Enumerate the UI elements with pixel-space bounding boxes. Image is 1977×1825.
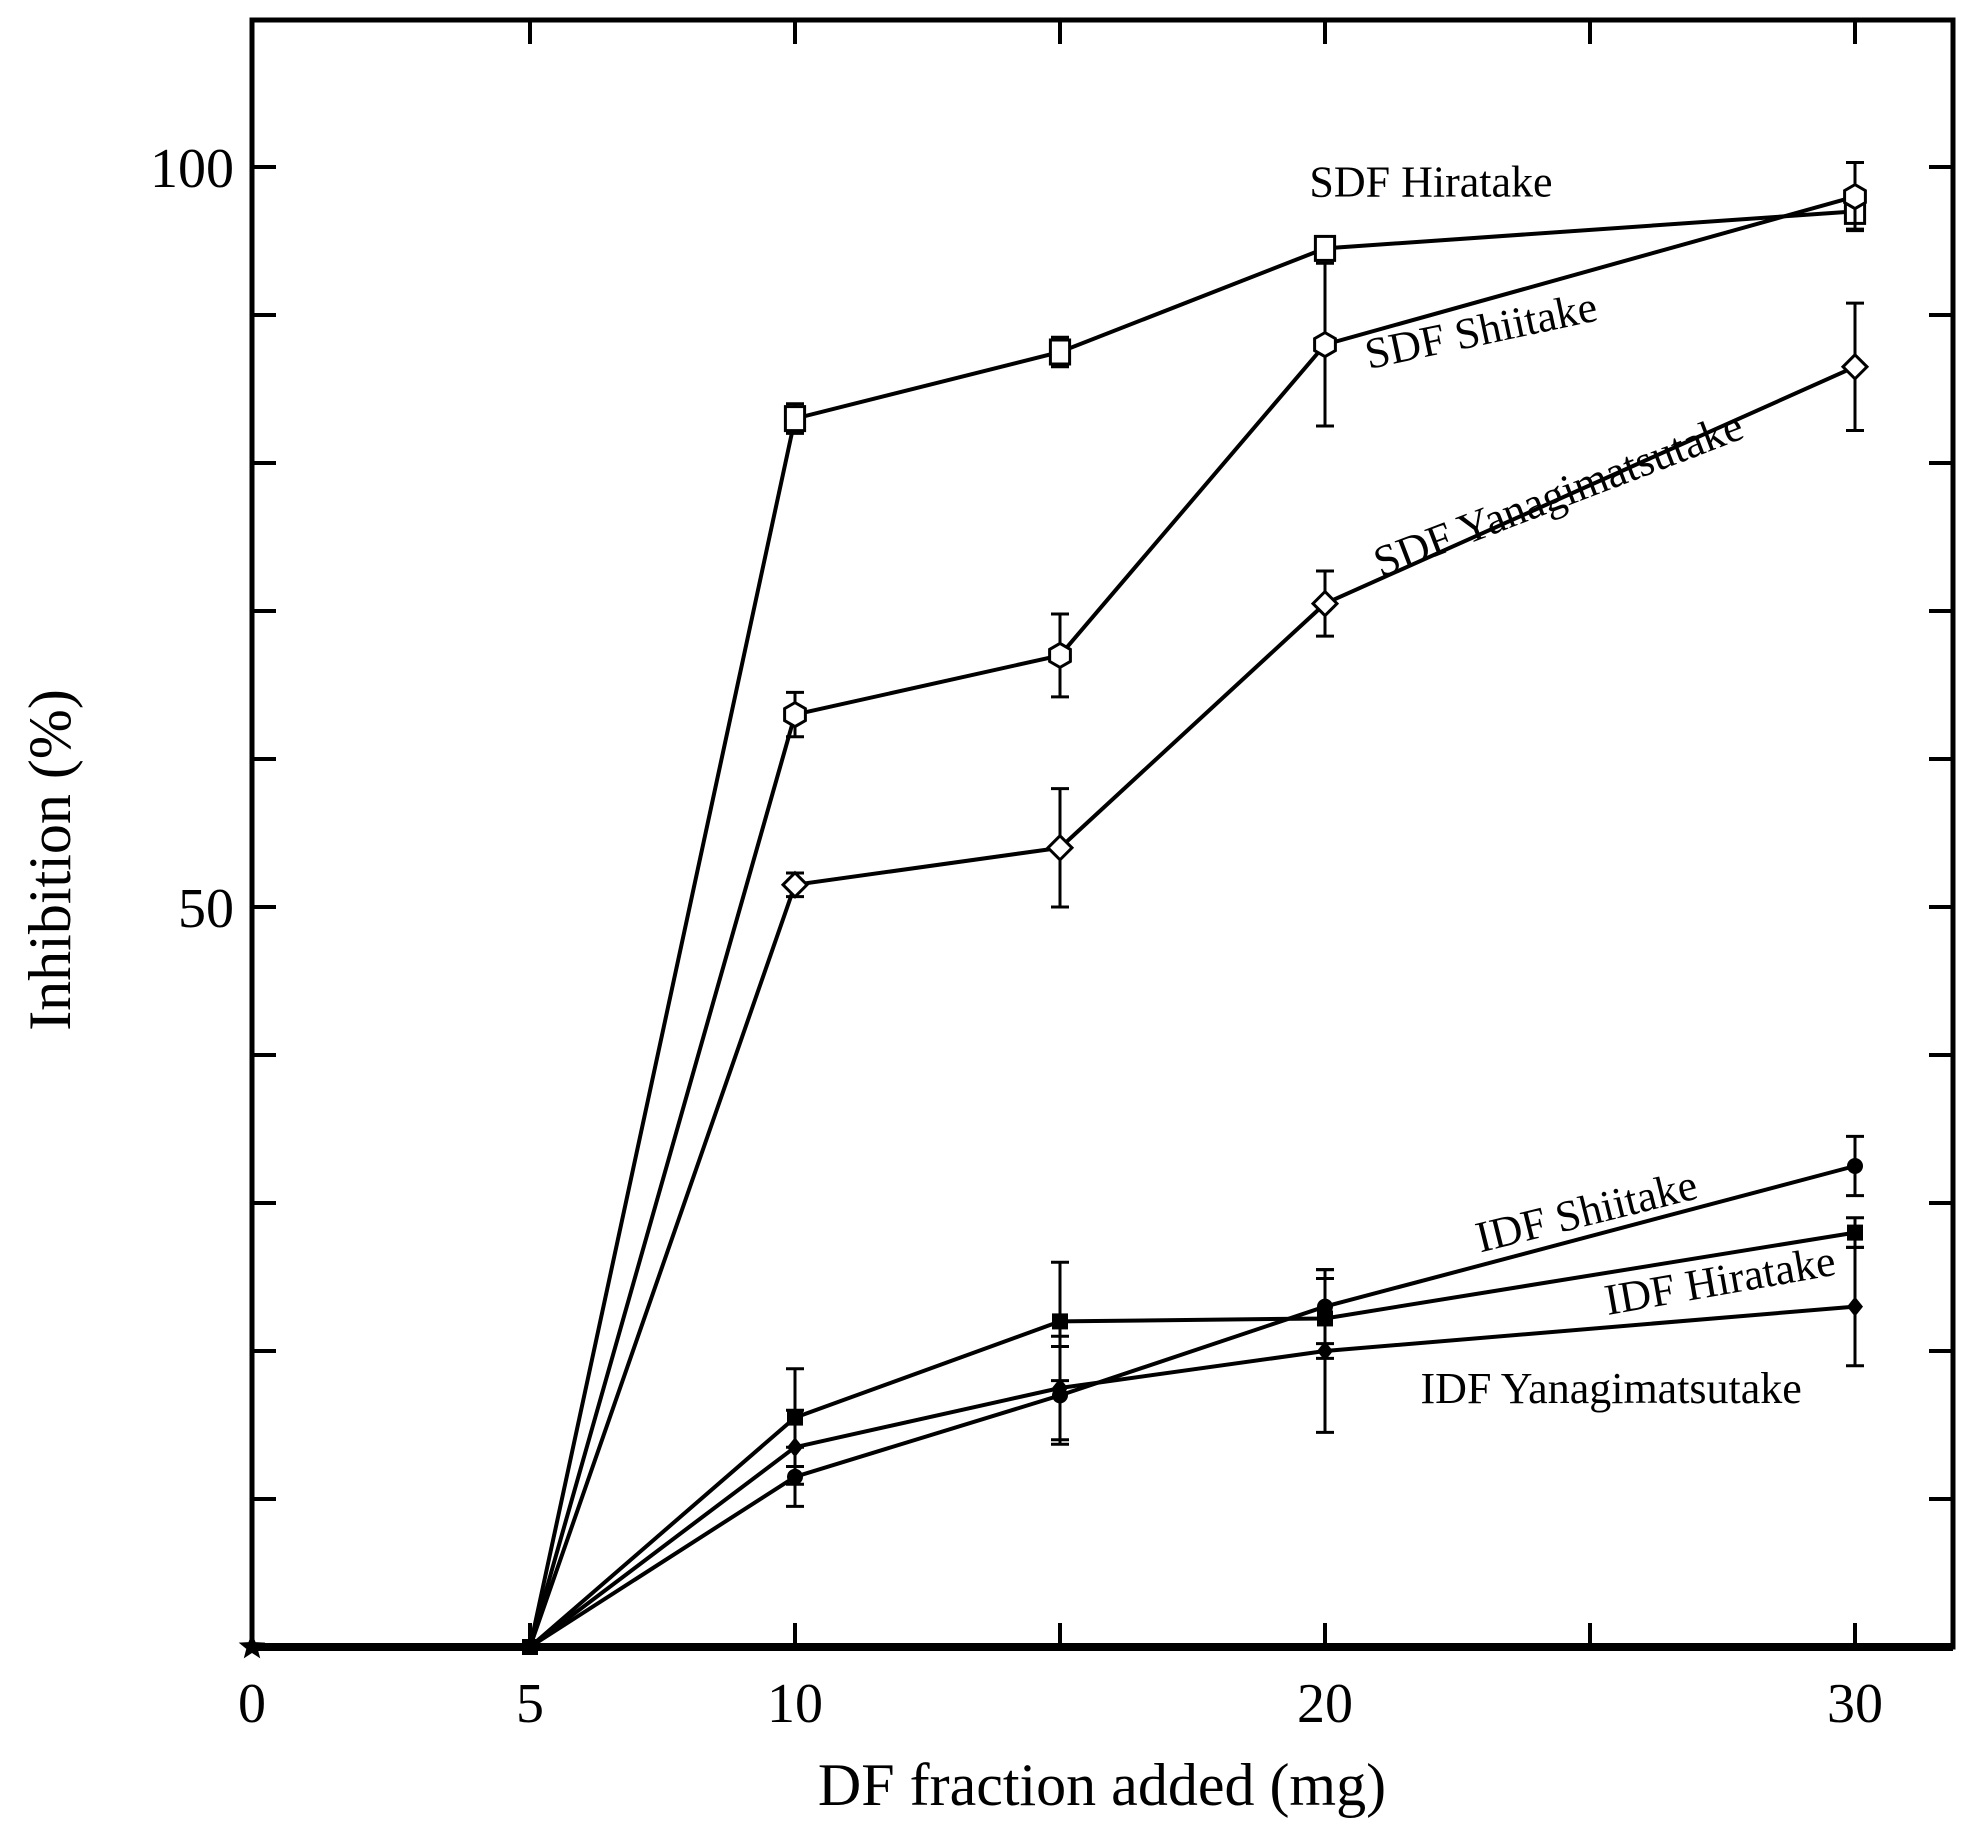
x-tick-label: 0: [238, 1673, 266, 1735]
diamond-filled-marker: [787, 1437, 803, 1458]
y-axis-title: Inhibition (%): [17, 689, 83, 1031]
hexagon-open-marker: [1313, 330, 1337, 359]
series-annotation: SDF Yanagimatsutake: [1367, 401, 1750, 587]
square-open-marker: [783, 405, 807, 433]
square-open-marker: [1048, 338, 1072, 366]
y-tick-label: 50: [178, 878, 234, 940]
axis-ticks: 0 5 10 20 30 50 100: [150, 20, 1953, 1735]
series-annotation: IDF Shiitake: [1471, 1160, 1702, 1262]
x-tick-label: 10: [767, 1673, 823, 1735]
hexagon-open-marker: [783, 700, 807, 729]
diamond-open-marker: [1840, 352, 1870, 381]
series-line: [528, 364, 1856, 1648]
square-filled-marker: [1847, 1224, 1863, 1241]
diamond-filled-marker: [1847, 1296, 1863, 1317]
x-axis-title: DF fraction added (mg): [818, 1752, 1386, 1818]
circle-filled-marker: [1847, 1158, 1863, 1174]
series-2: [522, 301, 1870, 1655]
x-tick-label: 5: [516, 1673, 544, 1735]
diamond-filled-marker: [1317, 1341, 1333, 1361]
x-tick-label: 20: [1297, 1673, 1353, 1735]
series-annotation: SDF Shiitake: [1361, 282, 1602, 379]
series-annotation: IDF Yanagimatsutake: [1421, 1364, 1802, 1413]
diamond-filled-marker: [1052, 1378, 1068, 1398]
hexagon-open-marker: [1843, 182, 1867, 211]
series-1: [522, 161, 1867, 1655]
square-filled-marker: [1052, 1313, 1068, 1330]
y-tick-label: 100: [150, 138, 234, 200]
diamond-open-marker: [1045, 833, 1075, 862]
diamond-open-marker: [1310, 589, 1340, 618]
star-filled-marker: [238, 1633, 266, 1659]
series-line: [528, 209, 1856, 1648]
series-5: [522, 1245, 1864, 1655]
series-layer: [238, 161, 1870, 1659]
diamond-open-marker: [780, 870, 810, 899]
series-0: [522, 192, 1867, 1655]
labels-layer: SDF Hiratake SDF Shiitake SDF Yanagimatsut…: [1309, 158, 1839, 1413]
square-open-marker: [1313, 234, 1337, 262]
x-tick-label: 30: [1827, 1673, 1883, 1735]
series-line: [528, 194, 1856, 1648]
hexagon-open-marker: [1048, 641, 1072, 670]
series-annotation: SDF Hiratake: [1309, 158, 1552, 207]
square-filled-marker: [522, 1639, 538, 1655]
